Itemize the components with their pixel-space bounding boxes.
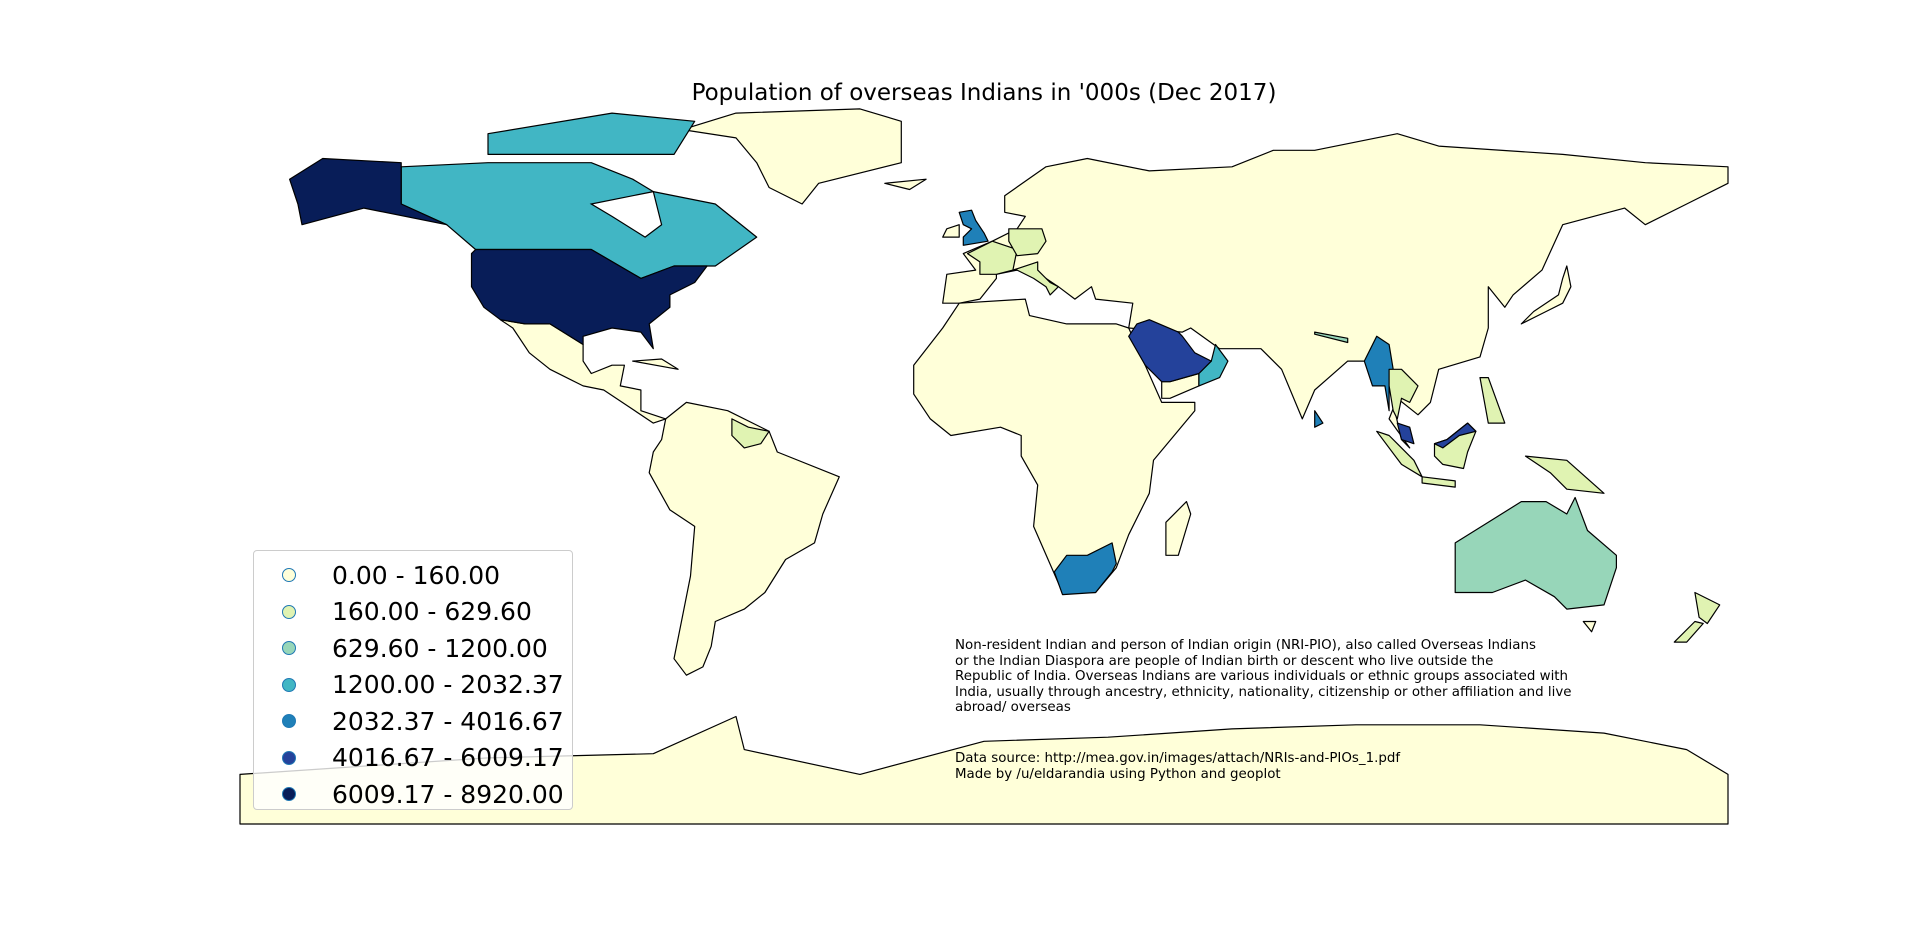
country-ireland: [942, 224, 960, 238]
note-line: Non-resident Indian and person of Indian…: [955, 638, 1536, 653]
legend-entry: 6009.17 - 8920.00: [254, 776, 572, 813]
data-source: Data source: http://mea.gov.in/images/at…: [955, 751, 1401, 766]
country-south-america: [648, 401, 840, 676]
country-sumatra: [1376, 430, 1423, 478]
country-iceland: [884, 178, 927, 191]
country-united-states: [470, 248, 708, 350]
country-cuba: [632, 358, 679, 370]
country-mexico-central-america: [499, 319, 667, 424]
country-madagascar: [1165, 501, 1192, 556]
legend-entry: 2032.37 - 4016.67: [254, 703, 572, 740]
country-philippines: [1479, 377, 1506, 424]
country-guyana-suriname: [731, 418, 770, 449]
credits: Data source: http://mea.gov.in/images/at…: [955, 751, 1400, 782]
legend-label: 6009.17 - 8920.00: [332, 779, 564, 809]
country-japan: [1520, 265, 1572, 325]
country-africa: [913, 298, 1196, 594]
map-title: Population of overseas Indians in '000s …: [691, 80, 1277, 106]
note-line: abroad/ overseas: [955, 700, 1071, 716]
legend-entry: 4016.67 - 6009.17: [254, 740, 572, 777]
hudson-bay: [589, 190, 663, 238]
legend-label: 0.00 - 160.00: [332, 560, 501, 590]
description-note: Non-resident Indian and person of Indian…: [955, 638, 1655, 716]
legend-label: 160.00 - 629.60: [332, 597, 532, 627]
country-eurasia: [942, 133, 1729, 449]
legend-entry: 1200.00 - 2032.37: [254, 667, 572, 704]
country-alaska: [289, 157, 448, 226]
country-south-africa: [1053, 542, 1117, 596]
country-nepal: [1314, 331, 1349, 344]
legend-label: 2032.37 - 4016.67: [332, 706, 564, 736]
note-line: Republic of India. Overseas Indians are …: [955, 669, 1569, 685]
country-italy: [1012, 261, 1060, 296]
country-france: [966, 240, 1018, 275]
legend-entry: 160.00 - 629.60: [254, 594, 572, 631]
country-canadian-arctic-islands: [487, 112, 696, 155]
country-tasmania: [1582, 620, 1597, 633]
country-thailand: [1388, 368, 1419, 420]
country-saudi-arabia: [1128, 319, 1212, 383]
legend-marker-icon: [282, 787, 296, 802]
legend-marker-icon: [282, 641, 296, 656]
country-united-kingdom: [958, 209, 989, 246]
legend-marker-icon: [282, 714, 296, 729]
legend-label: 1200.00 - 2032.37: [332, 670, 564, 700]
legend: 0.00 - 160.00 160.00 - 629.60 629.60 - 1…: [253, 550, 573, 810]
country-new-guinea: [1524, 455, 1605, 494]
country-malaysia-peninsula-: [1396, 422, 1415, 445]
author-credit: Made by /u/eldarandia using Python and g…: [955, 766, 1281, 782]
note-line: or the Indian Diaspora are people of Ind…: [955, 653, 1494, 669]
legend-marker-icon: [282, 568, 296, 583]
country-new-zealand-south: [1673, 620, 1704, 643]
legend-marker-icon: [282, 750, 296, 765]
country-java: [1421, 476, 1456, 488]
legend-label: 4016.67 - 6009.17: [332, 743, 564, 773]
country-antarctica: [239, 715, 1729, 825]
legend-entry: 629.60 - 1200.00: [254, 630, 572, 667]
legend-marker-icon: [282, 604, 296, 619]
legend-marker-icon: [282, 677, 296, 692]
country-greenland: [681, 108, 902, 205]
country-germany: [1008, 228, 1047, 257]
legend-entry: 0.00 - 160.00: [254, 557, 572, 594]
note-line: India, usually through ancestry, ethnici…: [955, 684, 1572, 700]
country-sri-lanka: [1314, 410, 1324, 428]
country-malaysia-borneo-: [1433, 422, 1477, 449]
legend-label: 629.60 - 1200.00: [332, 633, 548, 663]
country-new-zealand-north: [1694, 591, 1721, 625]
country-australia: [1454, 496, 1618, 610]
